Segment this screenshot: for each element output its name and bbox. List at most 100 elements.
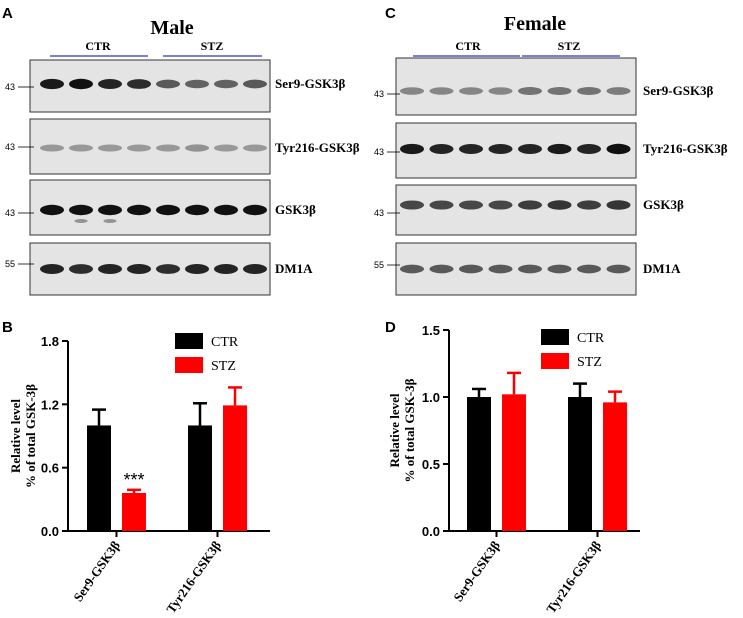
blot-band — [156, 264, 180, 274]
blot-band — [400, 200, 424, 210]
bar-ctr — [467, 397, 491, 531]
marker-label: 43 — [5, 82, 15, 92]
blot-band — [69, 204, 93, 216]
group-label-stz: STZ — [201, 39, 224, 53]
blot-band — [429, 144, 454, 154]
blot-row: 43 GSK3β — [5, 179, 316, 236]
blot-band — [547, 264, 572, 274]
blot-band — [40, 264, 64, 274]
blot-band — [577, 200, 601, 210]
legend-swatch-stz — [175, 357, 203, 373]
blot-band — [185, 204, 209, 216]
blot-band — [214, 264, 238, 274]
marker-label: 43 — [374, 89, 384, 99]
bar-stz — [122, 493, 146, 531]
legend-swatch-ctr — [541, 329, 569, 345]
bar-ctr — [568, 397, 592, 531]
y-tick-label: 1.0 — [422, 390, 440, 405]
blot-band-faint — [103, 219, 117, 223]
blot-band — [185, 264, 209, 274]
blot-band — [577, 264, 601, 274]
blot-band — [518, 144, 542, 154]
y-tick-label: 0.0 — [41, 524, 59, 539]
blot-band — [429, 87, 454, 95]
blot-band — [518, 200, 542, 210]
legend-label-ctr: CTR — [211, 335, 239, 350]
blot-row: 43 Ser9-GSK3β — [374, 57, 714, 116]
blot-row: 43 Ser9-GSK3β — [5, 59, 346, 113]
blot-band — [98, 79, 122, 89]
blot-band — [577, 144, 601, 154]
blot-band — [459, 87, 483, 95]
x-category-label: Ser9-GSK3β — [70, 538, 123, 604]
blot-band — [214, 144, 238, 152]
panel-letter-b: B — [2, 319, 13, 336]
group-label-stz: STZ — [558, 39, 581, 53]
marker-label: 43 — [374, 147, 384, 157]
marker-label: 55 — [5, 259, 15, 269]
marker-label: 43 — [374, 208, 384, 218]
blot-band — [518, 264, 542, 274]
blot-band — [69, 264, 93, 274]
blot-band — [400, 264, 424, 274]
bar-ctr — [188, 425, 212, 531]
blot-membrane — [395, 57, 637, 116]
blot-band — [488, 144, 513, 154]
bar-ctr — [87, 425, 111, 531]
y-axis-label: Relative level% of total GSK-3β — [387, 378, 417, 482]
blot-band — [429, 264, 454, 274]
chart-panel-d: 0.0 0.5 1.0 1.5 Relative level% of total GSK… — [387, 323, 640, 616]
blot-band — [40, 78, 64, 90]
blot-band — [429, 200, 454, 210]
blot-band — [156, 204, 180, 216]
blot-band — [606, 87, 631, 95]
legend-label-stz: STZ — [577, 355, 602, 370]
blot-band — [214, 204, 238, 216]
protein-label: DM1A — [275, 261, 313, 276]
blot-band — [459, 144, 483, 154]
blot-band — [156, 144, 180, 152]
significance-annotation: *** — [123, 470, 144, 490]
blot-band — [214, 79, 238, 89]
blot-band — [127, 264, 151, 274]
bar-stz — [502, 394, 526, 531]
y-tick-label: 0.5 — [422, 457, 440, 472]
blot-band — [185, 144, 209, 152]
blot-band — [40, 144, 64, 152]
blot-panel-male: Male CTR STZ 43 Ser9-GSK3β 43 Tyr216-GSK3β 43 GS… — [5, 17, 360, 296]
blot-band — [40, 204, 64, 216]
blot-band — [547, 87, 572, 95]
blot-band — [243, 264, 267, 274]
blot-band — [488, 200, 513, 210]
y-axis-label: Relative level% of total GSK-3β — [8, 384, 38, 488]
y-tick-label: 0.6 — [41, 461, 59, 476]
blot-row: 43 Tyr216-GSK3β — [5, 118, 360, 175]
blot-band — [459, 200, 483, 210]
legend-swatch-ctr — [175, 333, 203, 349]
x-category-label: Tyr216-GSK3β — [163, 538, 224, 616]
blot-title: Male — [150, 17, 193, 39]
blot-band — [547, 143, 572, 155]
marker-label: 55 — [374, 260, 384, 270]
bar-stz — [223, 405, 247, 531]
blot-band — [488, 264, 513, 274]
blot-row: 43 GSK3β — [374, 184, 684, 236]
blot-band — [156, 79, 180, 89]
bar-stz — [603, 402, 627, 531]
y-axis-label-line2: % of total GSK-3β — [402, 378, 417, 482]
blot-band — [243, 79, 267, 89]
blot-membrane — [395, 184, 637, 236]
y-tick-label: 1.2 — [41, 397, 59, 412]
y-tick-label: 0.0 — [422, 524, 440, 539]
blot-band — [185, 79, 209, 89]
protein-label: Ser9-GSK3β — [275, 76, 346, 91]
group-label-ctr: CTR — [85, 39, 111, 53]
blot-title: Female — [504, 13, 566, 35]
y-tick-label: 1.5 — [422, 323, 440, 338]
blot-row: 55 DM1A — [5, 242, 313, 296]
blot-band — [69, 144, 93, 152]
marker-label: 43 — [5, 142, 15, 152]
blot-band — [98, 264, 122, 274]
blot-band — [98, 204, 122, 216]
